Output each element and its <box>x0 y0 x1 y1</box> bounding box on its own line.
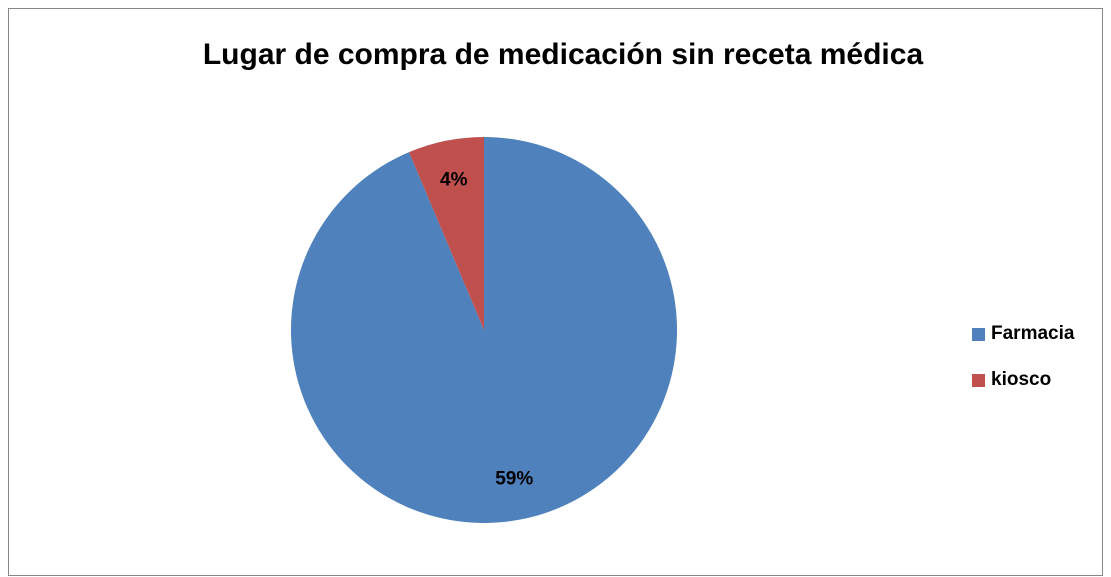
legend-label: kiosco <box>991 369 1051 390</box>
data-label: 4% <box>440 170 468 191</box>
data-label: 59% <box>495 468 533 489</box>
pie-slice <box>409 137 484 330</box>
chart-title: Lugar de compra de medicación sin receta… <box>203 38 924 71</box>
legend-swatch <box>972 374 985 387</box>
legend-swatch <box>972 328 985 341</box>
legend-label: Farmacia <box>991 323 1075 344</box>
